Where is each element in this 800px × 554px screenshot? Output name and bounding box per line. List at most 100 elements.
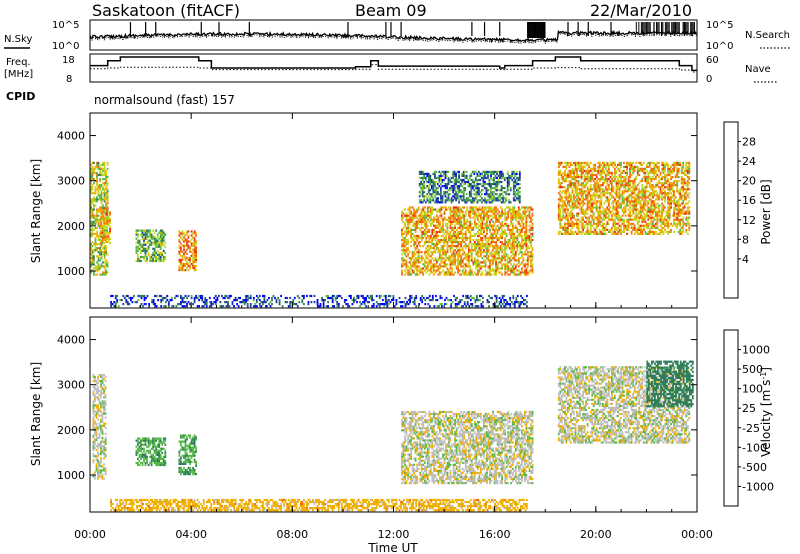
- range-cell: [90, 257, 92, 260]
- range-cell: [516, 226, 519, 229]
- range-cell: [531, 267, 534, 270]
- range-cell: [589, 222, 592, 225]
- range-cell: [443, 228, 446, 231]
- range-cell: [107, 211, 110, 214]
- range-cell: [624, 178, 627, 181]
- range-cell: [583, 186, 586, 189]
- range-cell: [652, 184, 654, 187]
- range-cell: [495, 259, 497, 262]
- range-cell: [495, 232, 497, 235]
- range-cell: [624, 206, 627, 209]
- range-cell: [463, 251, 466, 254]
- range-cell: [647, 226, 650, 229]
- range-cell: [434, 249, 437, 252]
- range-cell: [656, 167, 659, 170]
- range-cell: [662, 192, 665, 195]
- range-cell: [416, 216, 419, 219]
- range-cell: [455, 251, 458, 254]
- range-cell: [527, 245, 529, 248]
- range-cell: [445, 218, 447, 221]
- range-cell: [408, 271, 411, 274]
- range-cell: [106, 231, 108, 234]
- range-cell: [442, 230, 444, 233]
- range-cell: [562, 202, 565, 205]
- range-cell: [562, 171, 565, 175]
- range-cell: [181, 256, 184, 259]
- range-cell: [460, 236, 463, 240]
- range-cell: [93, 214, 95, 217]
- range-cell: [425, 224, 428, 227]
- range-cell: [501, 257, 503, 260]
- range-cell: [618, 196, 621, 199]
- range-cell: [496, 170, 498, 173]
- range-cell: [557, 161, 560, 164]
- range-cell: [618, 161, 621, 164]
- range-cell: [106, 194, 109, 197]
- range-cell: [419, 267, 422, 270]
- range-cell: [474, 197, 477, 200]
- range-cell: [527, 257, 529, 260]
- range-cell: [629, 218, 631, 221]
- range-cell: [416, 273, 419, 276]
- range-cell: [647, 224, 650, 227]
- range-cell: [417, 249, 420, 252]
- range-cell: [410, 234, 412, 238]
- range-cell: [440, 234, 443, 238]
- range-cell: [452, 234, 455, 238]
- range-cell: [455, 245, 458, 248]
- range-cell: [459, 185, 462, 188]
- range-cell: [620, 182, 622, 185]
- range-cell: [93, 169, 95, 173]
- range-cell: [190, 230, 193, 233]
- range-cell: [401, 218, 403, 221]
- range-cell: [480, 253, 482, 256]
- range-cell: [407, 208, 409, 211]
- range-cell: [146, 249, 148, 252]
- range-cell: [460, 255, 463, 258]
- range-cell: [511, 218, 514, 221]
- range-cell: [473, 243, 476, 246]
- range-cell: [146, 259, 148, 263]
- range-cell: [452, 218, 455, 221]
- range-cell: [517, 176, 520, 180]
- range-cell: [426, 224, 429, 227]
- range-cell: [508, 259, 511, 262]
- range-cell: [93, 192, 95, 195]
- range-cell: [636, 194, 639, 197]
- range-cell: [424, 178, 427, 182]
- range-cell: [490, 189, 492, 192]
- range-cell: [90, 208, 92, 211]
- range-cell: [617, 218, 619, 221]
- range-cell: [404, 273, 406, 276]
- range-cell: [431, 241, 434, 244]
- range-cell: [655, 210, 657, 213]
- range-cell: [492, 253, 494, 256]
- range-cell: [405, 261, 408, 264]
- range-cell: [441, 201, 444, 204]
- range-cell: [426, 230, 429, 233]
- range-cell: [429, 245, 432, 248]
- range-cell: [147, 239, 150, 242]
- range-cell: [106, 198, 109, 201]
- range-cell: [439, 230, 441, 233]
- range-cell: [439, 267, 441, 270]
- range-cell: [408, 220, 411, 223]
- range-cell: [564, 180, 566, 183]
- range-cell: [507, 245, 510, 248]
- range-cell: [429, 267, 432, 270]
- range-cell: [91, 200, 94, 203]
- range-cell: [655, 222, 657, 225]
- range-cell: [446, 228, 449, 231]
- range-cell: [458, 253, 461, 256]
- range-cell: [431, 218, 434, 221]
- range-cell: [96, 163, 98, 166]
- range-cell: [493, 197, 495, 200]
- range-cell: [567, 224, 569, 227]
- range-cell: [103, 207, 105, 210]
- range-cell: [636, 214, 639, 217]
- range-cell: [573, 206, 575, 209]
- range-cell: [490, 210, 493, 213]
- range-cell: [476, 178, 479, 182]
- range-cell: [449, 216, 452, 219]
- range-cell: [562, 212, 565, 215]
